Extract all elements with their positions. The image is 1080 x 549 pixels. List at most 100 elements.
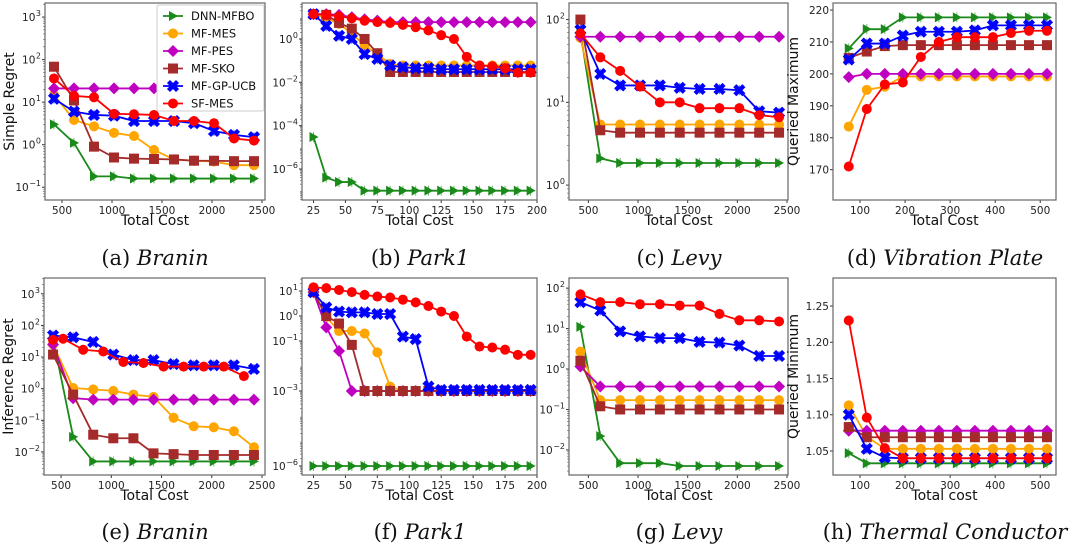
data-point: [422, 62, 435, 75]
tick-label: 2000: [198, 480, 225, 492]
data-point: [898, 12, 908, 23]
data-point: [249, 156, 259, 167]
data-point: [951, 32, 962, 43]
data-point: [1022, 67, 1035, 80]
data-point: [773, 380, 786, 393]
tick-label: 2000: [199, 205, 226, 217]
caption-title: Levy: [672, 520, 723, 544]
tick-base: 10: [546, 15, 559, 27]
data-point: [473, 16, 486, 29]
caption-h: (h) Thermal Conductor: [823, 520, 1068, 544]
data-point: [230, 173, 239, 184]
data-point: [754, 395, 765, 406]
data-point: [108, 385, 119, 396]
data-point: [988, 12, 998, 23]
data-point: [986, 67, 999, 80]
data-point: [435, 16, 448, 29]
data-point: [397, 386, 408, 396]
data-point: [372, 347, 383, 358]
data-point: [248, 442, 259, 453]
series-line: [579, 351, 780, 402]
tick-label: 100: [399, 480, 419, 492]
data-point: [775, 461, 785, 472]
data-point: [358, 306, 371, 319]
tick-exponent: −1: [28, 412, 40, 421]
data-point: [595, 297, 606, 308]
data-point: [69, 90, 79, 101]
data-point: [933, 453, 944, 464]
tick-base: 10: [21, 384, 34, 396]
data-point: [575, 289, 586, 300]
tick-base: 10: [21, 352, 34, 364]
data-point: [67, 331, 80, 344]
data-point: [969, 443, 980, 454]
data-point: [149, 154, 159, 165]
tick-label: 210: [22, 52, 41, 67]
data-point: [320, 19, 333, 32]
data-point: [1005, 443, 1016, 454]
tick-label: 25: [307, 205, 320, 217]
legend-item: MF-GP-UCB: [163, 79, 256, 93]
tick-label: 500: [578, 480, 598, 492]
data-point: [1023, 432, 1034, 443]
data-point: [714, 404, 725, 415]
tick-label: 25: [307, 480, 320, 492]
data-point: [915, 443, 926, 454]
tick-base: 10: [279, 311, 292, 323]
data-point: [89, 92, 99, 103]
data-point: [694, 300, 705, 311]
data-point: [773, 30, 786, 43]
tick-label: 500: [51, 480, 71, 492]
data-point: [734, 315, 745, 326]
data-point: [48, 82, 60, 95]
data-point: [372, 291, 383, 302]
data-point: [398, 185, 408, 196]
data-point: [128, 433, 139, 444]
data-point: [879, 79, 890, 90]
data-point: [635, 81, 646, 92]
data-point: [987, 453, 998, 464]
data-point: [129, 153, 139, 164]
subplot-d: 100 200 300 400 500 170 180 190 200 210 220 Total C…: [786, 2, 1057, 229]
subplot-g: 500 1000 1500 2000 2500−210−110010110210Tota…: [539, 277, 800, 504]
data-point: [987, 32, 998, 43]
tick-exponent: −2: [286, 74, 298, 83]
series-mf-sko: [843, 422, 1052, 443]
data-point: [1023, 453, 1034, 464]
data-point: [595, 125, 606, 136]
tick-label: 010: [546, 361, 565, 376]
data-point: [435, 383, 448, 397]
data-point: [615, 297, 626, 308]
data-point: [634, 380, 647, 393]
data-point: [674, 395, 685, 406]
data-point: [170, 173, 179, 184]
data-point: [880, 24, 890, 35]
caption-label: (e): [101, 520, 131, 544]
series-sf-mes: [49, 73, 259, 146]
tick-label: −110: [15, 179, 41, 194]
data-point: [915, 40, 926, 51]
subplot-f: 25 50 75 100 125 150 175 200−610−310−110010110T…: [272, 277, 547, 504]
tick-label: 150: [463, 480, 483, 492]
tick-label: 1000: [98, 480, 125, 492]
data-point: [499, 383, 512, 397]
data-point: [88, 384, 99, 395]
data-point: [575, 355, 586, 366]
data-point: [435, 63, 448, 76]
data-point: [447, 63, 461, 76]
data-point: [167, 393, 180, 406]
data-point: [734, 119, 745, 130]
data-point: [372, 386, 383, 396]
tick-exponent: 0: [293, 308, 298, 317]
tick-label: 190: [809, 101, 829, 113]
data-point: [89, 121, 99, 132]
data-point: [461, 51, 472, 62]
data-point: [843, 161, 854, 172]
data-point: [118, 356, 129, 367]
tick-label: 1500: [674, 480, 701, 492]
data-point: [594, 30, 607, 43]
data-point: [694, 103, 705, 114]
data-point: [754, 110, 765, 121]
series-mf-pes: [574, 30, 786, 43]
data-point: [500, 63, 511, 74]
